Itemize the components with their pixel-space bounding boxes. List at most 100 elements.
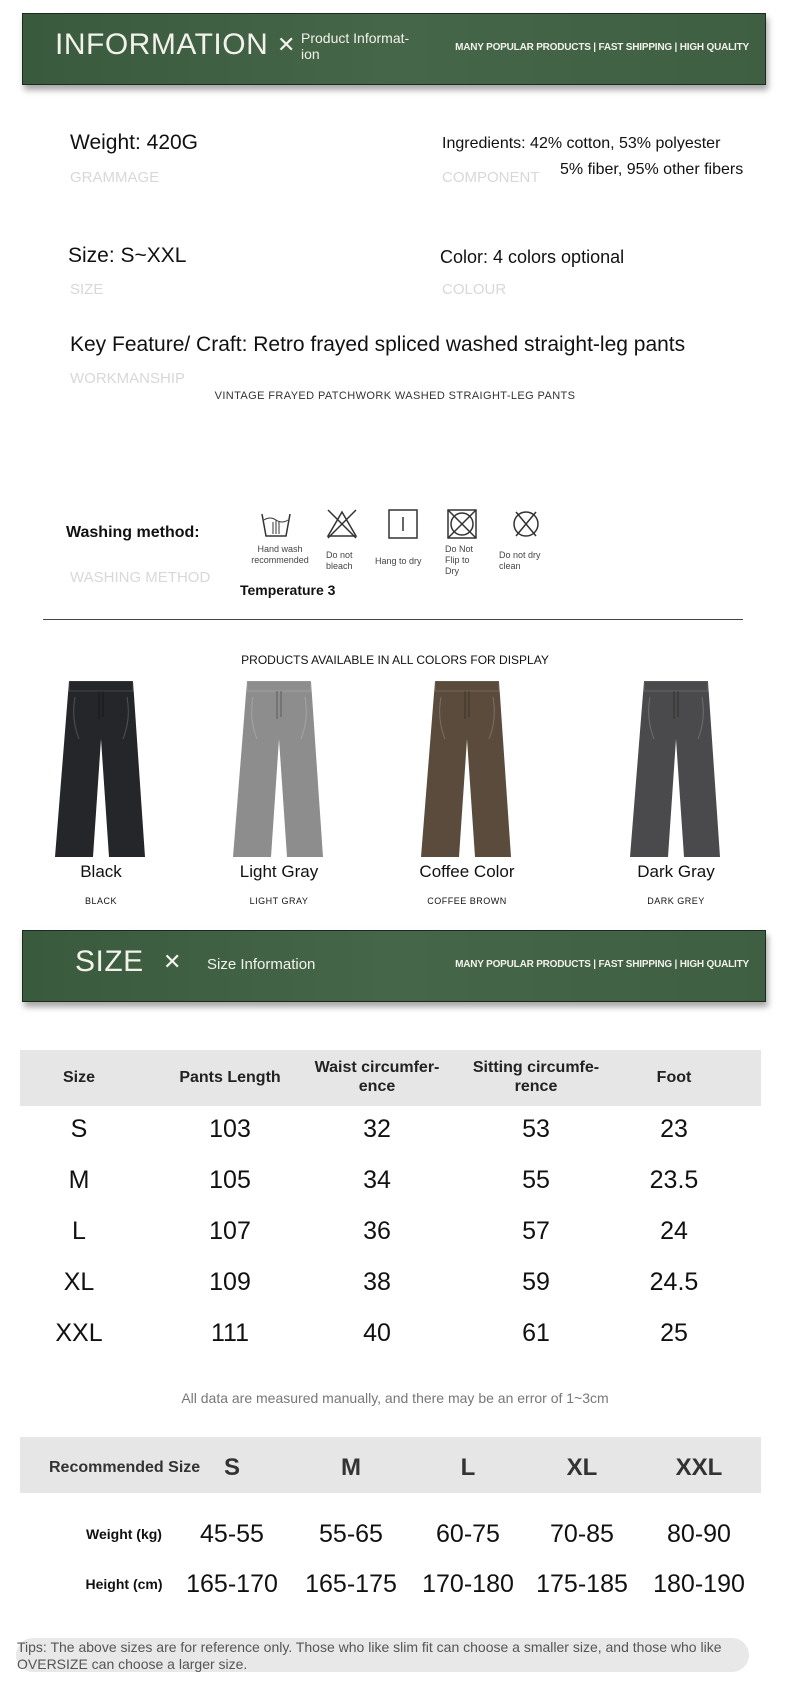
size-table-cell: 24 bbox=[660, 1217, 688, 1245]
hand-wash-icon bbox=[261, 513, 291, 537]
color-sub: BLACK bbox=[84, 896, 117, 906]
recommended-cell: 60-75 bbox=[436, 1520, 500, 1548]
size-table-header-cell: Size bbox=[62, 1069, 95, 1086]
size-table-cell: 53 bbox=[522, 1115, 550, 1143]
size-table-cell: 55 bbox=[522, 1166, 550, 1194]
wash-text: Do not dry clean bbox=[499, 550, 541, 571]
size-table-cell: 24.5 bbox=[649, 1268, 699, 1296]
size-table-cell: 105 bbox=[209, 1166, 251, 1194]
feature-label: Key Feature/ Craft: Retro frayed spliced… bbox=[70, 333, 686, 356]
recommended-cell: 175-185 bbox=[536, 1570, 628, 1598]
washing-sub: WASHING METHOD bbox=[70, 569, 211, 586]
size-table-header-cell: Foot bbox=[656, 1069, 692, 1086]
recommended-header-cell: Recommended Size bbox=[49, 1459, 201, 1476]
pants-image-black bbox=[55, 680, 145, 857]
weight-label: Weight: 420G bbox=[70, 131, 199, 154]
size-table-cell: 38 bbox=[363, 1268, 391, 1296]
tips-text: Tips: The above sizes are for reference … bbox=[17, 1639, 722, 1672]
banner-tagline: MANY POPULAR PRODUCTS | FAST SHIPPING | … bbox=[455, 959, 749, 970]
banner-title: SIZE bbox=[75, 945, 144, 978]
color-name: Light Gray bbox=[239, 862, 319, 881]
wash-text: Hand wash recommended bbox=[251, 544, 309, 565]
size-table-cell: 36 bbox=[363, 1217, 391, 1245]
recommended-cell: 170-180 bbox=[422, 1570, 514, 1598]
washing-label: Washing method: bbox=[66, 524, 200, 541]
size-table-cell: 57 bbox=[522, 1217, 550, 1245]
color-name: Dark Gray bbox=[637, 862, 715, 881]
pants-image-dark-grey bbox=[630, 680, 720, 857]
recommended-header-cell: XXL bbox=[675, 1454, 723, 1481]
recommended-cell: 180-190 bbox=[653, 1570, 745, 1598]
size-table-cell: 25 bbox=[660, 1319, 688, 1347]
recommended-cell: 165-175 bbox=[305, 1570, 397, 1598]
size-table-cell: 61 bbox=[522, 1319, 550, 1347]
color-sub: COLOUR bbox=[442, 281, 507, 298]
sparkle-icon: ✕ bbox=[277, 32, 296, 57]
size-table-cell: XL bbox=[63, 1268, 95, 1296]
pants-image-coffee-brown bbox=[421, 680, 511, 857]
size-table-cell: 59 bbox=[522, 1268, 550, 1296]
size-table-cell: M bbox=[68, 1166, 90, 1194]
sparkle-icon: ✕ bbox=[163, 949, 182, 974]
banner-subtitle: Size Information bbox=[207, 956, 316, 973]
recommended-header-cell: S bbox=[223, 1454, 240, 1481]
color-label: Color: 4 colors optional bbox=[440, 247, 625, 267]
recommended-cell: 80-90 bbox=[667, 1520, 731, 1548]
size-table-header bbox=[20, 1050, 761, 1106]
size-table-cell: S bbox=[70, 1115, 88, 1143]
size-label: Size: S~XXL bbox=[68, 244, 187, 267]
size-table-cell: 109 bbox=[209, 1268, 251, 1296]
hang-to-dry-icon bbox=[388, 509, 418, 539]
size-table-cell: 23 bbox=[660, 1115, 688, 1143]
divider bbox=[43, 619, 743, 620]
color-sub: COFFEE BROWN bbox=[427, 896, 507, 906]
recommended-cell: Height (cm) bbox=[85, 1576, 163, 1592]
size-table-cell: 103 bbox=[209, 1115, 251, 1143]
size-table-cell: 107 bbox=[209, 1217, 251, 1245]
banner-subtitle: Product Informat- ion bbox=[301, 30, 410, 62]
recommended-header-cell: M bbox=[341, 1454, 361, 1481]
color-sub: LIGHT GRAY bbox=[249, 896, 309, 906]
color-name: Black bbox=[80, 862, 122, 881]
recommended-cell: 55-65 bbox=[319, 1520, 383, 1548]
information-banner: INFORMATION ✕ Product Informat- ion MANY… bbox=[22, 13, 766, 85]
size-table-header-cell: Waist circumfer- ence bbox=[314, 1059, 440, 1095]
wash-text: Do not bleach bbox=[326, 550, 353, 571]
weight-sub: GRAMMAGE bbox=[70, 169, 160, 186]
size-table-cell: 23.5 bbox=[649, 1166, 699, 1194]
ingredients-sub: COMPONENT bbox=[442, 169, 540, 186]
banner-tagline: MANY POPULAR PRODUCTS | FAST SHIPPING | … bbox=[455, 42, 749, 53]
wash-text: Do Not Flip to Dry bbox=[445, 544, 474, 576]
wash-text: Hang to dry bbox=[375, 556, 422, 566]
recommended-cell: 45-55 bbox=[200, 1520, 264, 1548]
temperature-text: Temperature 3 bbox=[240, 582, 336, 598]
size-table-cell: L bbox=[72, 1217, 86, 1245]
do-not-tumble-dry-icon bbox=[447, 509, 477, 539]
recommended-cell: 165-170 bbox=[186, 1570, 278, 1598]
recommended-header-cell: L bbox=[460, 1454, 476, 1481]
measurement-note: All data are measured manually, and ther… bbox=[181, 1390, 609, 1406]
feature-sub: WORKMANSHIP bbox=[70, 370, 186, 387]
do-not-dry-clean-icon bbox=[513, 511, 539, 537]
banner-title: INFORMATION bbox=[55, 28, 269, 61]
size-table-cell: 111 bbox=[210, 1319, 249, 1347]
size-table-cell: 34 bbox=[363, 1166, 391, 1194]
do-not-bleach-icon bbox=[326, 509, 358, 539]
ingredients-label: Ingredients: 42% cotton, 53% polyester bbox=[442, 135, 721, 152]
size-table-cell: XXL bbox=[55, 1319, 103, 1347]
recommended-header-cell: XL bbox=[566, 1454, 598, 1481]
size-table-cell: 40 bbox=[363, 1319, 391, 1347]
size-sub: SIZE bbox=[70, 281, 104, 298]
feature-caption: VINTAGE FRAYED PATCHWORK WASHED STRAIGHT… bbox=[214, 390, 576, 402]
color-sub: DARK GREY bbox=[647, 896, 705, 906]
recommended-table-header bbox=[20, 1437, 761, 1493]
size-table-header-cell: Sitting circumfe- rence bbox=[472, 1059, 600, 1095]
size-table-header-cell: Pants Length bbox=[179, 1069, 281, 1086]
pants-image-light-gray bbox=[233, 680, 323, 857]
recommended-cell: 70-85 bbox=[550, 1520, 614, 1548]
colors-title: PRODUCTS AVAILABLE IN ALL COLORS FOR DIS… bbox=[241, 653, 549, 667]
size-banner: SIZE ✕ Size Information MANY POPULAR PRO… bbox=[22, 930, 766, 1002]
tips-background bbox=[16, 1638, 749, 1672]
color-name: Coffee Color bbox=[419, 862, 515, 881]
